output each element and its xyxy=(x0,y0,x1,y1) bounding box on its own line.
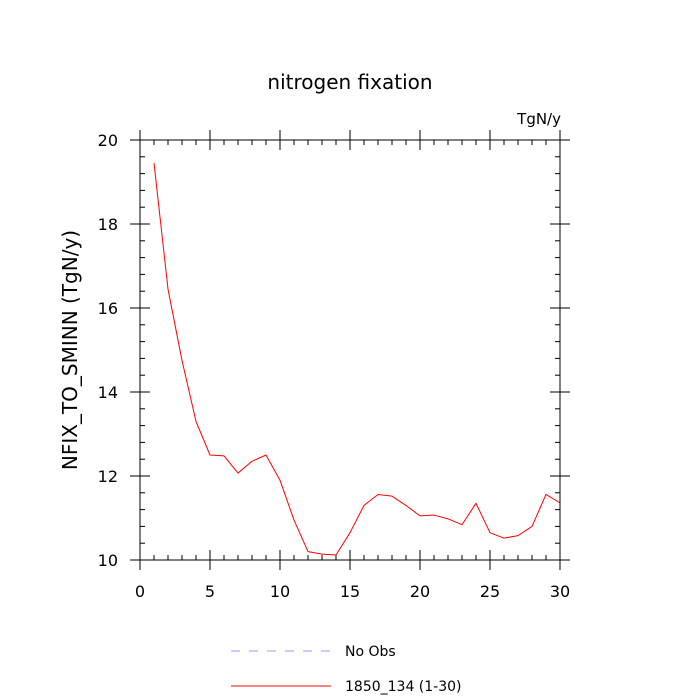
y-tick-label: 16 xyxy=(98,299,118,318)
x-tick-label: 5 xyxy=(205,582,215,601)
y-tick-labels: 10 12 14 16 18 20 xyxy=(98,131,118,570)
plot-frame xyxy=(139,139,561,561)
y-tick-label: 20 xyxy=(98,131,118,150)
y-tick-label: 12 xyxy=(98,467,118,486)
x-tick-label: 15 xyxy=(340,582,360,601)
major-ticks xyxy=(130,130,570,570)
x-tick-label: 30 xyxy=(550,582,570,601)
series-layer xyxy=(153,163,561,556)
x-tick-label: 10 xyxy=(270,582,290,601)
legend-label-1850-134: 1850_134 (1-30) xyxy=(345,679,462,695)
series-line-1850-134-1-30- xyxy=(153,163,561,556)
y-axis-label: NFIX_TO_SMINN (TgN/y) xyxy=(58,230,82,470)
y-tick-label: 18 xyxy=(98,215,118,234)
y-tick-label: 14 xyxy=(98,383,118,402)
minor-ticks xyxy=(140,139,560,561)
chart-title: nitrogen fixation xyxy=(267,70,432,94)
y-tick-label: 10 xyxy=(98,551,118,570)
legend: No Obs 1850_134 (1-30) xyxy=(231,644,462,695)
x-tick-labels: 0 5 10 15 20 25 30 xyxy=(135,582,570,601)
x-tick-label: 0 xyxy=(135,582,145,601)
units-label: TgN/y xyxy=(516,110,561,128)
x-tick-label: 20 xyxy=(410,582,430,601)
legend-label-no-obs: No Obs xyxy=(345,644,396,660)
x-tick-label: 25 xyxy=(480,582,500,601)
